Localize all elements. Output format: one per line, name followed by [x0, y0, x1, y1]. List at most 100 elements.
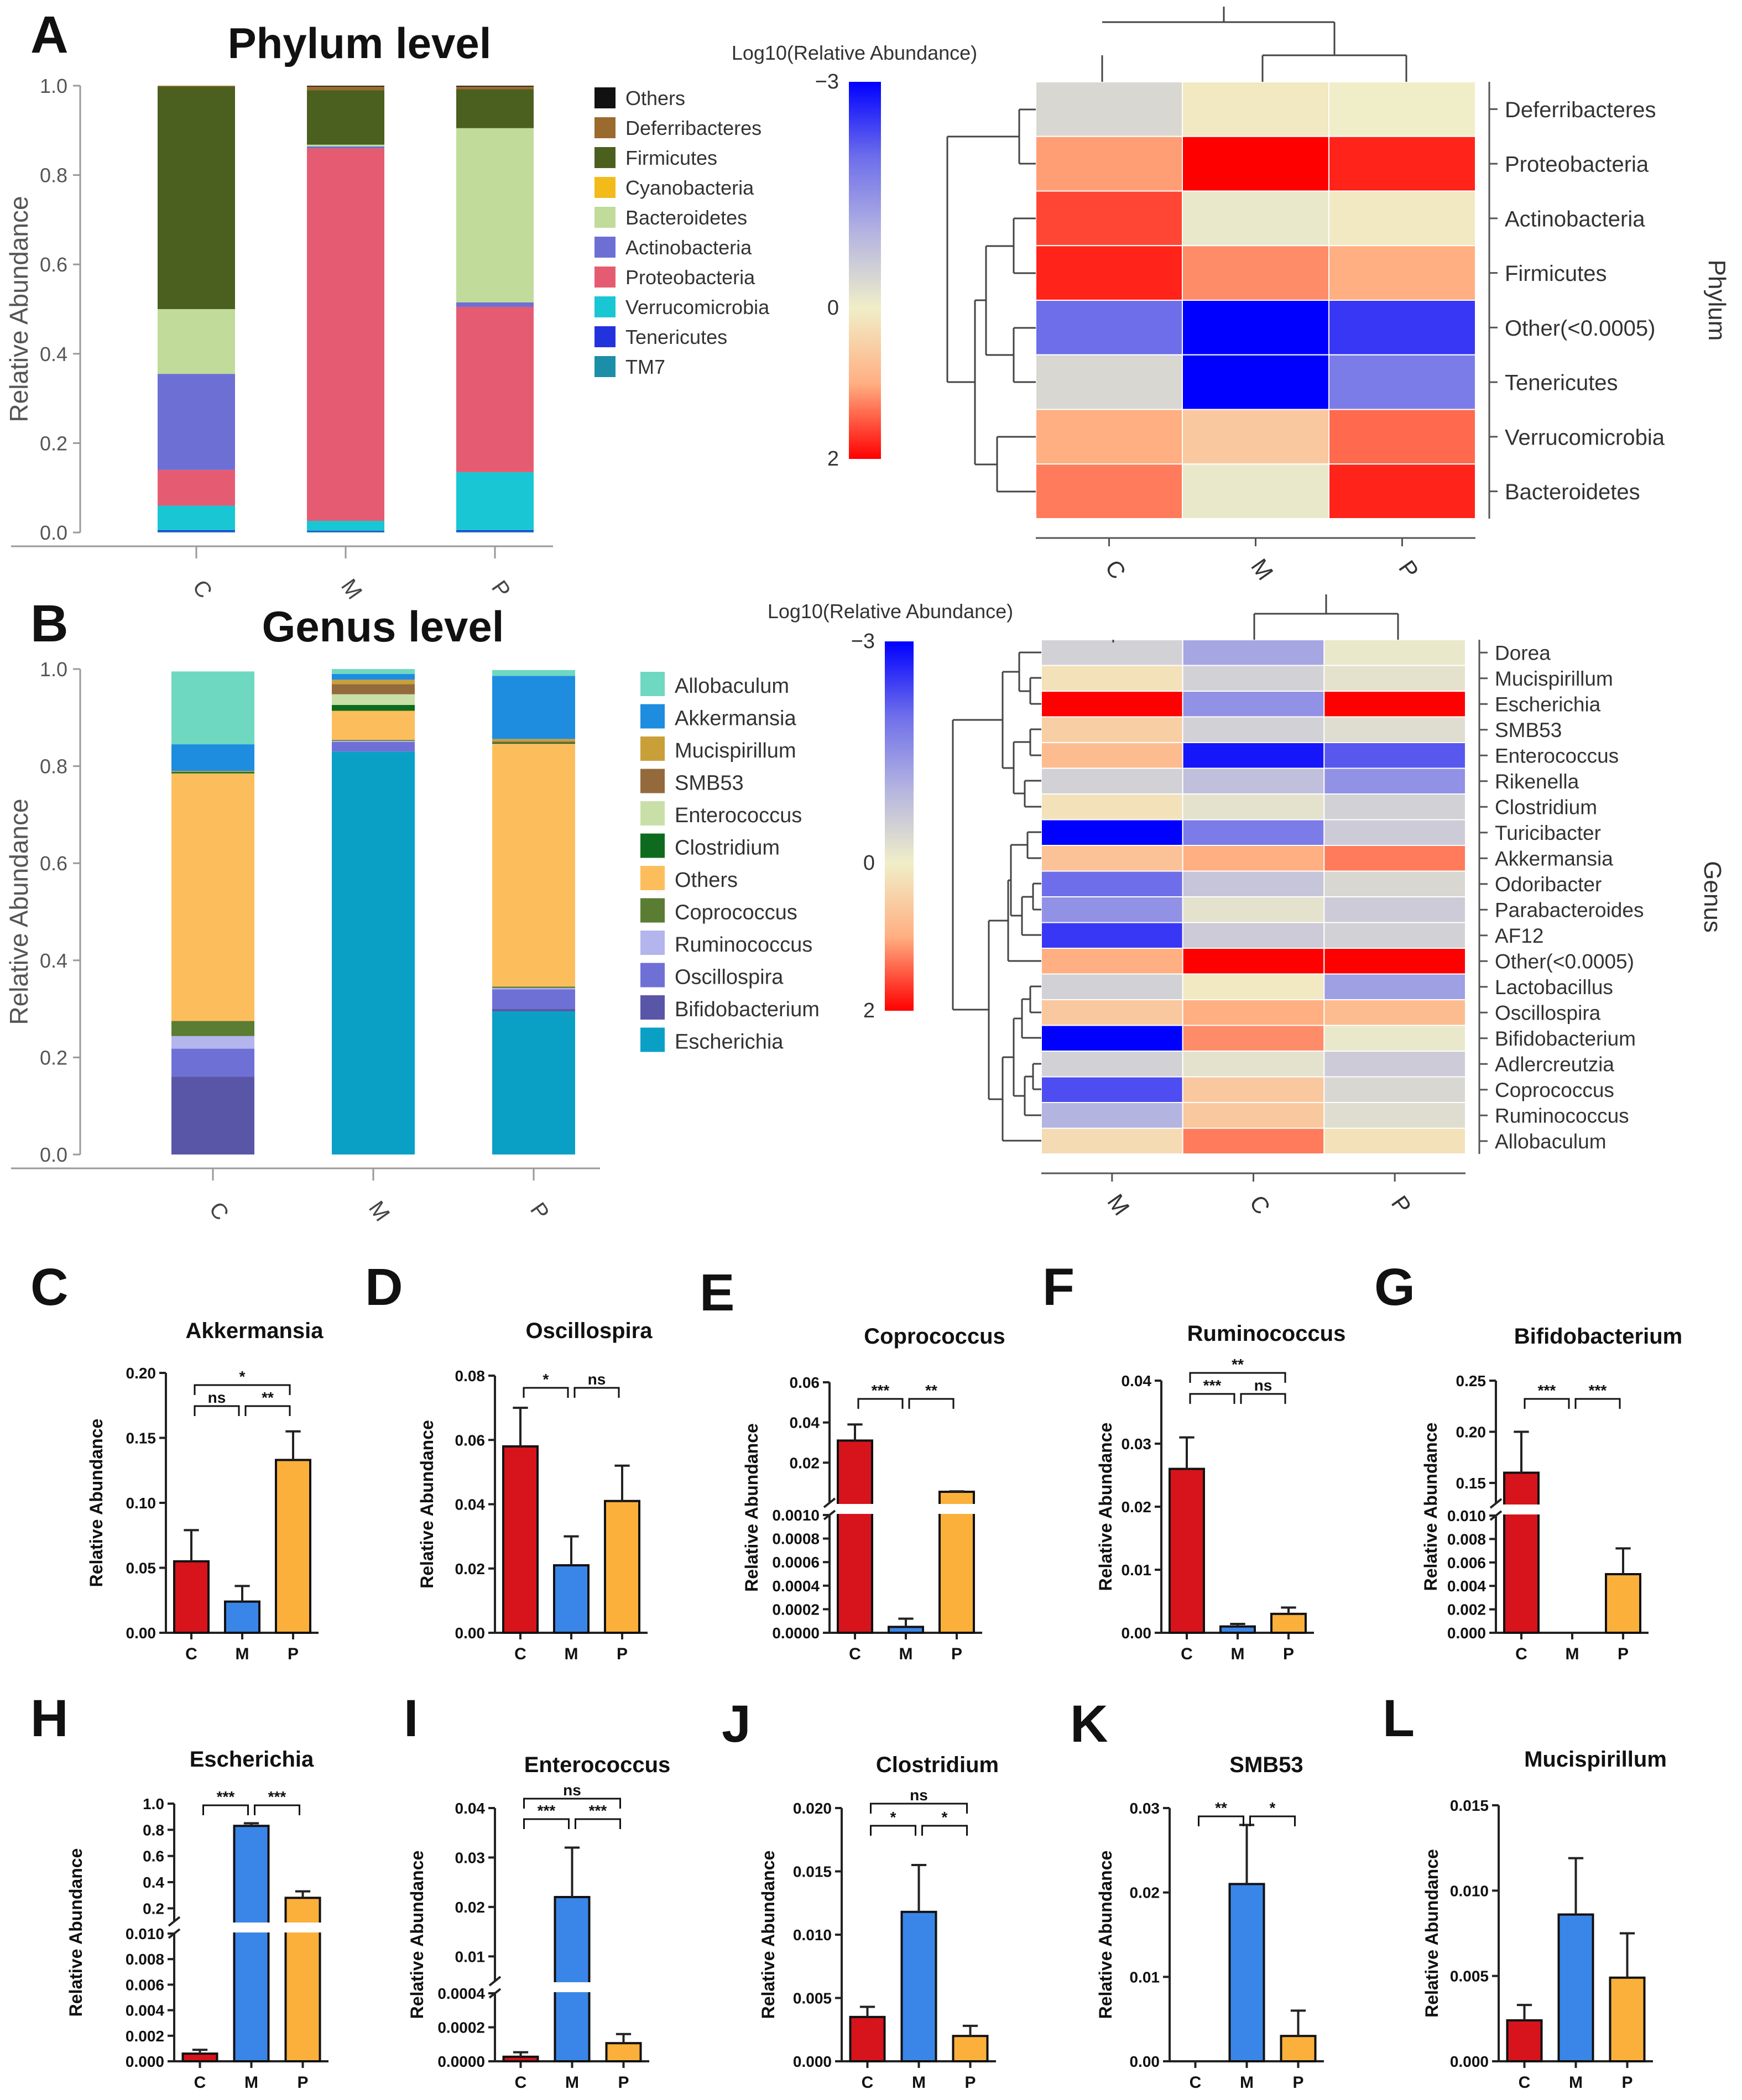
stack-segment-ruminococcus — [171, 1036, 254, 1049]
heatmap-cell — [1182, 767, 1325, 795]
bar-c — [502, 1445, 539, 1634]
stack-segment-smb53 — [492, 741, 575, 743]
panel-letter-B: B — [30, 594, 69, 653]
bar-break-gap — [836, 1504, 874, 1514]
sig-1-star: * — [1270, 1799, 1276, 1816]
stack-segment-verrucomicrobia — [158, 505, 235, 530]
legend-label: Tenericutes — [625, 326, 727, 348]
stack-segment-tm7 — [158, 531, 235, 532]
panel-letter-L: L — [1383, 1689, 1415, 1748]
x-tick-label: P — [1621, 2073, 1633, 2092]
y-axis-label: Relative Abundance — [1422, 1849, 1442, 2018]
stack-segment-proteobacteria — [456, 306, 534, 472]
stack-segment-firmicutes — [456, 89, 534, 128]
legend-label: Proteobacteria — [625, 266, 755, 289]
heatmap-cell — [1323, 691, 1466, 718]
panel-letter-F: F — [1042, 1258, 1075, 1317]
y-tick-label: 0.00 — [1130, 2053, 1160, 2070]
sig-ns: ns — [563, 1782, 581, 1799]
stack-segment-oscillospira — [332, 741, 415, 752]
chart-title: Genus level — [262, 602, 504, 651]
heatmap-cell — [1323, 767, 1466, 795]
y-tick-label: 0.000 — [126, 2053, 164, 2070]
stack-segment-ruminococcus — [492, 988, 575, 990]
legend-swatch — [640, 866, 665, 890]
heatmap-cell — [1328, 409, 1476, 465]
y-tick-label: 0.0008 — [772, 1530, 820, 1548]
bar-c — [849, 2015, 886, 2063]
heatmap-cell — [1182, 922, 1325, 949]
heatmap-cell — [1041, 845, 1183, 872]
bar-chart-J: Clostridium Relative Abundance 0.000 0.005 0… — [758, 1753, 999, 2092]
legend-label: Allobaculum — [675, 675, 789, 698]
panel-letter-H: H — [30, 1689, 69, 1748]
heatmap-cell — [1041, 793, 1183, 821]
y-tick-label: 0.02 — [1130, 1884, 1160, 1902]
stack-segment-mucispirillum — [492, 739, 575, 741]
legend-label: Oscillospira — [675, 966, 784, 989]
legend-label: SMB53 — [675, 772, 744, 795]
sig-ns: ns — [910, 1786, 928, 1804]
bar-c — [502, 2055, 539, 2063]
column-label: P — [1386, 1191, 1417, 1219]
row-label: Ruminococcus — [1495, 1105, 1629, 1127]
y-tick-label: 0.00 — [126, 1624, 157, 1642]
legend-swatch — [640, 995, 665, 1020]
significance-bracket — [908, 1398, 955, 1409]
row-label: Adlercreutzia — [1495, 1053, 1614, 1076]
legend-swatch — [594, 87, 616, 108]
legend-label: Akkermansia — [675, 707, 796, 730]
stack-segment-deferribacteres — [456, 86, 534, 90]
sig-1-star: * — [890, 1809, 896, 1826]
y-tick-label: 0.01 — [1130, 1968, 1160, 1986]
row-label: Bacteroidetes — [1505, 480, 1640, 504]
stack-segment-escherichia — [492, 1011, 575, 1155]
y-tick-label: 0.20 — [1456, 1424, 1487, 1441]
heatmap-cell — [1323, 665, 1466, 692]
sig-ns: ns — [208, 1389, 226, 1406]
stack-segment-oscillospira — [171, 1048, 254, 1077]
side-label: Genus — [1699, 861, 1726, 933]
heatmap-cell — [1323, 999, 1466, 1026]
bar-m — [888, 1626, 924, 1634]
y-tick-label: 1.0 — [40, 75, 67, 97]
x-tick-label: C — [1181, 1645, 1193, 1663]
y-tick-label: 0.010 — [793, 1926, 832, 1944]
x-tick-label: M — [1231, 1645, 1245, 1663]
legend-swatch — [594, 296, 616, 317]
legend-swatch — [594, 237, 616, 258]
legend-swatch — [640, 898, 665, 923]
heatmap-cell — [1182, 691, 1325, 718]
heatmap-cell — [1041, 665, 1183, 692]
bar-m — [1557, 1913, 1594, 2062]
heatmap-cell — [1182, 973, 1325, 1000]
heatmap-cell — [1041, 742, 1183, 769]
x-tick-label: M — [565, 1645, 578, 1663]
y-tick-label: 0.015 — [1450, 1797, 1489, 1814]
heatmap-cell — [1182, 1025, 1325, 1052]
stack-segment-akkermansia — [171, 744, 254, 771]
x-tick-label: C — [185, 1645, 197, 1663]
x-tick-label: M — [912, 2073, 926, 2092]
heatmap-cell — [1035, 81, 1183, 137]
x-tick-label: P — [617, 1645, 628, 1663]
sig-3-star: *** — [538, 1802, 556, 1819]
sig-1-star: * — [239, 1368, 246, 1385]
heatmap-cell — [1323, 1102, 1466, 1129]
legend-swatch — [640, 736, 665, 761]
legend-swatch — [640, 833, 665, 858]
sig-1-star: * — [543, 1371, 549, 1388]
bar-chart-I: Enterococcus Relative Abundance 0.0000 0.00… — [407, 1753, 670, 2092]
colorbar-tick-label: 2 — [863, 999, 875, 1022]
heatmap-cell — [1328, 190, 1476, 247]
heatmap-cell — [1323, 716, 1466, 743]
y-tick-label: 0.002 — [1447, 1601, 1486, 1618]
bar-m — [554, 1895, 591, 2062]
heatmap-cell — [1182, 1102, 1325, 1129]
y-tick-label: 0.015 — [793, 1863, 832, 1880]
heatmap-cell — [1041, 767, 1183, 795]
y-tick-label: 0.005 — [793, 1990, 832, 2007]
heatmap-cell — [1182, 1051, 1325, 1078]
row-label: SMB53 — [1495, 719, 1562, 741]
heatmap-cell — [1182, 300, 1329, 356]
